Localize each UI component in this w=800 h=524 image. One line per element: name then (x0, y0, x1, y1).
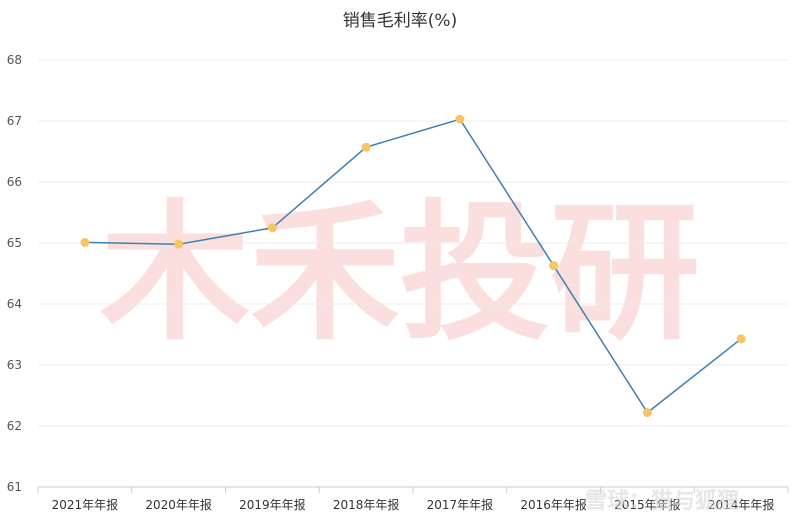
series-line (84, 118, 742, 414)
chart-title: 销售毛利率(%) (343, 11, 457, 31)
source-watermark: 雪球：猫与狐狸 (585, 488, 739, 514)
y-tick-label: 68 (7, 53, 22, 67)
x-tick-label: 2014年年报 (708, 497, 775, 512)
data-point (267, 223, 277, 233)
x-axis-ticks: 2021年年报 2020年年报 2019年年报 2018年年报 2017年年报 2016年… (37, 487, 789, 512)
x-tick-label: 2015年年报 (614, 497, 681, 512)
x-tick-label: 2016年年报 (520, 497, 587, 512)
y-axis-ticks: 68 67 66 65 64 63 62 61 (7, 53, 22, 494)
x-tick-label: 2018年年报 (333, 497, 400, 512)
data-point (361, 142, 371, 152)
data-point (455, 114, 465, 124)
y-tick-label: 62 (7, 419, 22, 433)
x-tick-label: 2017年年报 (427, 497, 494, 512)
y-tick-label: 63 (7, 358, 22, 372)
data-points (80, 114, 746, 418)
y-tick-label: 66 (7, 175, 22, 189)
x-tick-label: 2019年年报 (239, 497, 306, 512)
x-tick-label: 2020年年报 (145, 497, 212, 512)
y-tick-label: 61 (7, 480, 22, 494)
y-tick-label: 67 (7, 114, 22, 128)
y-tick-label: 64 (7, 297, 22, 311)
data-point (736, 334, 746, 344)
data-point (174, 239, 184, 249)
data-point (80, 237, 90, 247)
gridlines (38, 59, 788, 427)
data-point (549, 261, 559, 271)
x-tick-label: 2021年年报 (52, 497, 119, 512)
y-tick-label: 65 (7, 236, 22, 250)
data-point (642, 408, 652, 418)
watermark-text: 木禾投研 (100, 187, 700, 361)
